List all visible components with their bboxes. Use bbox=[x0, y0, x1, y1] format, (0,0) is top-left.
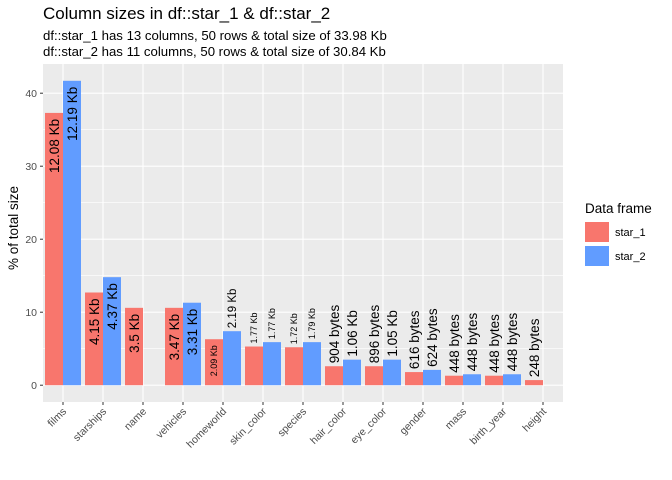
bar-star_1 bbox=[45, 112, 63, 386]
bar-label: 1.05 Kb bbox=[385, 310, 400, 357]
bar-star_2 bbox=[383, 359, 401, 386]
bars bbox=[45, 80, 543, 386]
x-tick-label: height bbox=[520, 406, 549, 435]
bar-labels: 12.08 Kb 4.15 Kb 3.5 Kb 3.47 Kb 2.09 Kb 1.77 … bbox=[47, 87, 542, 377]
bar-star_2 bbox=[343, 359, 361, 386]
bar-label: 1.79 Kb bbox=[307, 308, 317, 339]
chart-subtitle-line-2: df::star_2 has 11 columns, 50 rows & tot… bbox=[43, 44, 386, 59]
x-tick-label: hair_color bbox=[308, 405, 349, 446]
bar-label: 3.47 Kb bbox=[167, 314, 182, 361]
bar-label: 248 bytes bbox=[527, 318, 542, 377]
bar-label: 3.5 Kb bbox=[127, 314, 142, 353]
y-tick-label: 10 bbox=[25, 307, 37, 319]
bar-label: 2.09 Kb bbox=[209, 345, 219, 376]
bar-star_1 bbox=[405, 372, 423, 386]
bar-label: 448 bytes bbox=[505, 312, 520, 371]
y-tick-label: 30 bbox=[25, 161, 37, 173]
x-tick-label: eye_color bbox=[348, 405, 389, 446]
bar-star_1 bbox=[285, 347, 303, 386]
x-tick-label: birth_year bbox=[468, 405, 510, 447]
bar-star_1 bbox=[205, 339, 223, 386]
y-tick-label: 40 bbox=[25, 88, 37, 100]
legend-key-star-1 bbox=[585, 222, 609, 242]
bar-star_1 bbox=[445, 375, 463, 386]
bar-star_2 bbox=[223, 331, 241, 386]
bar-label: 12.19 Kb bbox=[65, 87, 80, 141]
bar-star_2 bbox=[183, 302, 201, 386]
x-tick-label: vehicles bbox=[154, 406, 189, 441]
bar-star_2 bbox=[423, 369, 441, 386]
bar-star_1 bbox=[525, 380, 543, 386]
bar-star_1 bbox=[365, 366, 383, 386]
x-tick-label: mass bbox=[443, 406, 469, 432]
y-axis-label: % of total size bbox=[6, 186, 21, 270]
bar-star_1 bbox=[165, 307, 183, 386]
x-tick-label: skin_color bbox=[227, 405, 269, 447]
legend-label-star-1: star_1 bbox=[615, 227, 646, 239]
bar-star_1 bbox=[85, 292, 103, 386]
bar-label: 1.77 Kb bbox=[267, 308, 277, 339]
bar-label: 448 bytes bbox=[465, 312, 480, 371]
y-axis: 0 10 20 30 40 bbox=[25, 88, 43, 392]
legend-key-star-2 bbox=[585, 246, 609, 266]
bar-star_1 bbox=[245, 346, 263, 386]
x-tick-label: homeworld bbox=[184, 406, 229, 451]
bar-star_2 bbox=[103, 277, 121, 386]
bar-star_2 bbox=[263, 342, 281, 386]
bar-label: 448 bytes bbox=[447, 314, 462, 373]
bar-label: 448 bytes bbox=[487, 314, 502, 373]
bar-label: 904 bytes bbox=[327, 304, 342, 363]
bar-star_1 bbox=[125, 307, 143, 386]
bar-label: 624 bytes bbox=[425, 308, 440, 367]
bar-label: 1.77 Kb bbox=[249, 312, 259, 343]
chart-title: Column sizes in df::star_1 & df::star_2 bbox=[43, 4, 331, 23]
bar-star_2 bbox=[303, 342, 321, 386]
bar-label: 4.37 Kb bbox=[105, 283, 120, 330]
bar-star_1 bbox=[485, 375, 503, 386]
bar-label: 2.19 Kb bbox=[227, 289, 239, 329]
bar-label: 4.15 Kb bbox=[87, 298, 102, 345]
bar-label: 616 bytes bbox=[407, 310, 422, 369]
legend-label-star-2: star_2 bbox=[615, 251, 646, 263]
x-tick-label: gender bbox=[398, 405, 430, 437]
bar-star_2 bbox=[463, 374, 481, 386]
y-tick-label: 0 bbox=[31, 380, 37, 392]
bar-label: 1.72 Kb bbox=[289, 313, 299, 344]
bar-label: 1.06 Kb bbox=[345, 310, 360, 357]
x-tick-label: name bbox=[122, 406, 149, 433]
legend: Data frame star_1 star_2 bbox=[585, 201, 652, 266]
chart-subtitle-line-1: df::star_1 has 13 columns, 50 rows & tot… bbox=[43, 28, 387, 43]
x-axis: films starships name vehicleshomeworldskin_… bbox=[45, 402, 549, 450]
x-tick-label: starships bbox=[71, 406, 109, 444]
bar-star_2 bbox=[63, 80, 81, 386]
bar-label: 12.08 Kb bbox=[47, 119, 62, 173]
bar-label: 896 bytes bbox=[367, 304, 382, 363]
bar-label: 3.31 Kb bbox=[185, 309, 200, 356]
y-tick-label: 20 bbox=[25, 234, 37, 246]
x-tick-label: films bbox=[45, 406, 69, 430]
bar-star_2 bbox=[503, 374, 521, 386]
bar-star_1 bbox=[325, 366, 343, 386]
legend-title: Data frame bbox=[585, 201, 652, 216]
x-tick-label: species bbox=[275, 406, 309, 440]
